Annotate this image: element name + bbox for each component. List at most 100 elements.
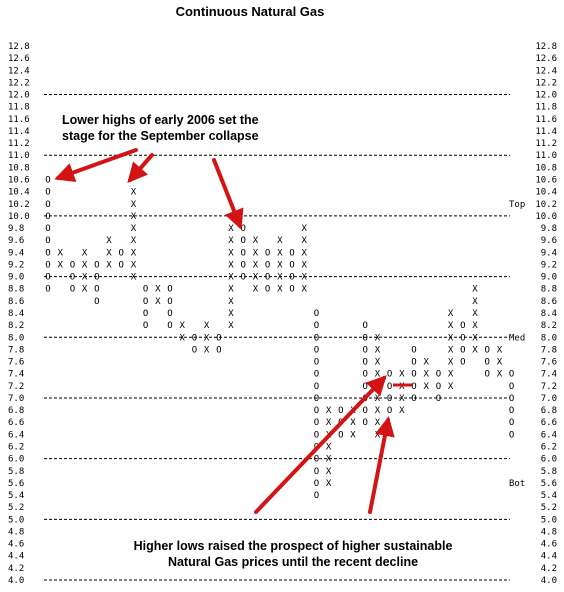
pf-box-o: O (143, 321, 148, 331)
pf-box-o: O (45, 260, 50, 270)
pf-box-o: O (45, 224, 50, 234)
pf-box-o: O (192, 333, 197, 343)
y-tick-left: 9.0 (8, 273, 24, 283)
y-tick-left: 11.6 (8, 115, 30, 125)
band-label-top: Top (509, 200, 525, 210)
pf-box-x: X (326, 455, 332, 465)
pf-box-o: O (240, 260, 245, 270)
pf-box-o: O (70, 260, 75, 270)
pf-box-x: X (204, 333, 210, 343)
pf-box-x: X (228, 224, 234, 234)
pf-box-o: O (387, 382, 392, 392)
pf-box-o: O (314, 321, 319, 331)
pf-box-o: O (509, 430, 514, 440)
y-tick-left: 6.6 (8, 418, 24, 428)
y-tick-left: 9.6 (8, 236, 24, 246)
pf-box-x: X (277, 248, 283, 258)
pf-box-o: O (167, 297, 172, 307)
y-tick-right: 10.6 (535, 176, 557, 186)
pf-box-o: O (94, 273, 99, 283)
pf-box-x: X (375, 333, 381, 343)
pf-box-x: X (204, 345, 210, 355)
pf-box-o: O (94, 260, 99, 270)
pf-box-o: O (167, 309, 172, 319)
pf-box-x: X (375, 345, 381, 355)
pf-box-o: O (45, 248, 50, 258)
y-tick-right: 11.0 (535, 151, 557, 161)
pf-box-o: O (314, 418, 319, 428)
y-tick-left: 6.2 (8, 443, 24, 453)
y-tick-left: 11.4 (8, 127, 30, 137)
pf-box-x: X (82, 248, 88, 258)
band-labels: Top Med Bot (509, 200, 525, 489)
pf-box-x: X (423, 370, 429, 380)
y-tick-right: 5.6 (541, 479, 557, 489)
band-label-bot: Bot (509, 479, 525, 489)
annotation-arrows (54, 148, 412, 514)
pf-box-x: X (301, 260, 307, 270)
y-tick-left: 4.2 (8, 564, 24, 574)
y-tick-left: 5.2 (8, 503, 24, 513)
pf-box-x: X (497, 370, 503, 380)
y-tick-right: 11.2 (535, 139, 557, 149)
pf-box-x: X (423, 382, 429, 392)
y-tick-right: 8.4 (541, 309, 557, 319)
pf-box-x: X (228, 321, 234, 331)
pf-box-o: O (314, 455, 319, 465)
pf-box-x: X (155, 285, 161, 295)
y-tick-right: 9.4 (541, 248, 557, 258)
pf-box-o: O (45, 200, 50, 210)
pf-box-x: X (82, 260, 88, 270)
y-tick-right: 11.4 (535, 127, 557, 137)
pf-box-x: X (423, 358, 429, 368)
y-tick-left: 5.6 (8, 479, 24, 489)
annotation-arrow-2 (127, 153, 154, 184)
pf-box-o: O (314, 345, 319, 355)
pf-box-o: O (216, 333, 221, 343)
y-tick-left: 10.2 (8, 200, 30, 210)
y-tick-right: 10.2 (535, 200, 557, 210)
pf-box-o: O (484, 358, 489, 368)
pf-box-o: O (314, 406, 319, 416)
pf-box-o: O (240, 236, 245, 246)
y-tick-left: 4.6 (8, 540, 24, 550)
pf-box-x: X (228, 236, 234, 246)
pf-box-o: O (436, 394, 441, 404)
y-tick-right: 4.2 (541, 564, 557, 574)
pf-box-x: X (326, 467, 332, 477)
y-tick-left: 4.4 (8, 552, 24, 562)
y-tick-left: 8.8 (8, 285, 24, 295)
pf-box-x: X (131, 248, 137, 258)
pf-box-o: O (314, 394, 319, 404)
annotation-bottom-line-1: Higher lows raised the prospect of highe… (134, 539, 453, 553)
pf-box-x: X (399, 370, 405, 380)
pf-box-x: X (448, 382, 454, 392)
y-tick-right: 10.8 (535, 163, 557, 173)
pf-box-o: O (362, 370, 367, 380)
pf-box-x: X (131, 188, 137, 198)
pf-box-o: O (167, 285, 172, 295)
pf-box-o: O (118, 260, 123, 270)
pf-box-x: X (253, 285, 259, 295)
pf-box-o: O (192, 345, 197, 355)
y-tick-left: 10.8 (8, 163, 30, 173)
y-tick-right: 12.8 (535, 42, 557, 52)
pf-box-x: X (472, 321, 478, 331)
y-tick-right: 8.8 (541, 285, 557, 295)
pf-box-x: X (472, 297, 478, 307)
chart-title: Continuous Natural Gas (176, 4, 325, 19)
pf-box-x: X (301, 236, 307, 246)
y-tick-right: 6.4 (541, 430, 557, 440)
pf-box-x: X (472, 333, 478, 343)
pf-box-o: O (45, 236, 50, 246)
pf-box-o: O (289, 273, 294, 283)
y-tick-right: 10.4 (535, 188, 557, 198)
pf-box-o: O (436, 370, 441, 380)
pf-box-o: O (362, 418, 367, 428)
y-tick-right: 4.8 (541, 527, 557, 537)
y-tick-right: 8.6 (541, 297, 557, 307)
y-tick-right: 9.8 (541, 224, 557, 234)
pf-box-x: X (106, 236, 112, 246)
y-tick-left: 7.6 (8, 358, 24, 368)
